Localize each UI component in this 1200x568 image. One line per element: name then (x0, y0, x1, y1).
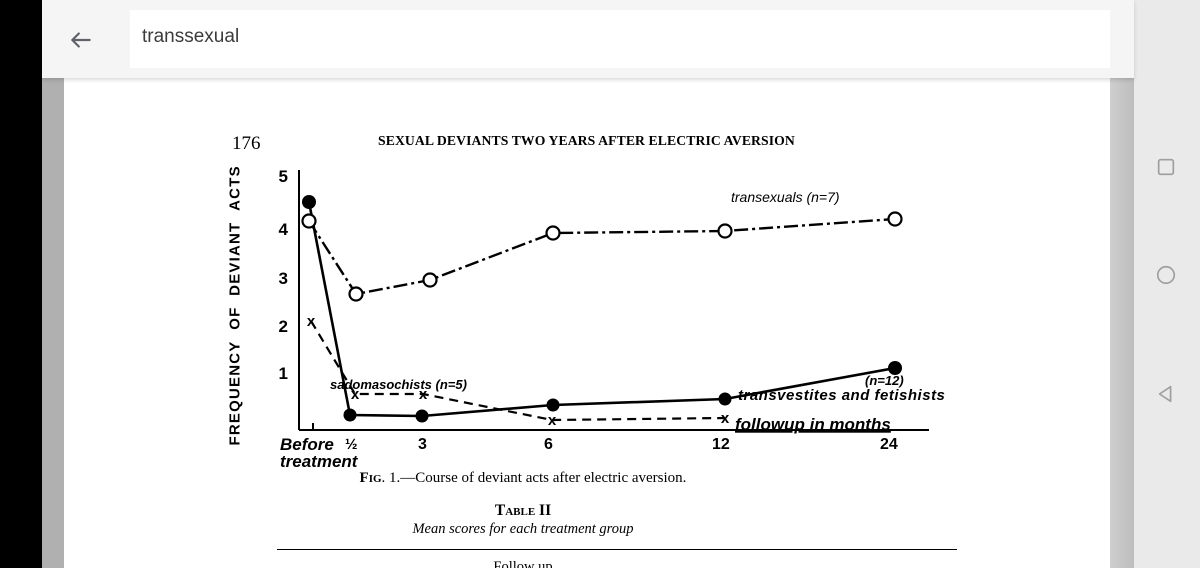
svg-text:5: 5 (279, 167, 288, 186)
svg-text:6: 6 (544, 436, 553, 453)
svg-text:24: 24 (880, 436, 898, 453)
svg-text:12: 12 (712, 436, 730, 453)
svg-text:3: 3 (418, 436, 427, 453)
svg-text:4: 4 (279, 220, 289, 239)
svg-text:transvestites and fetishists: transvestites and fetishists (738, 387, 945, 404)
svg-text:treatment: treatment (280, 452, 359, 471)
svg-text:x: x (548, 412, 557, 429)
svg-text:sadomasochists (n=5): sadomasochists (n=5) (330, 377, 467, 392)
svg-text:x: x (307, 313, 316, 330)
svg-text:followup in months: followup in months (735, 415, 891, 434)
svg-text:(n=12): (n=12) (865, 373, 904, 388)
svg-text:1: 1 (279, 364, 288, 383)
svg-text:2: 2 (279, 317, 288, 336)
svg-text:½: ½ (345, 436, 358, 453)
svg-text:x: x (721, 410, 730, 427)
svg-text:3: 3 (279, 269, 288, 288)
svg-text:transexuals (n=7): transexuals (n=7) (731, 189, 840, 205)
